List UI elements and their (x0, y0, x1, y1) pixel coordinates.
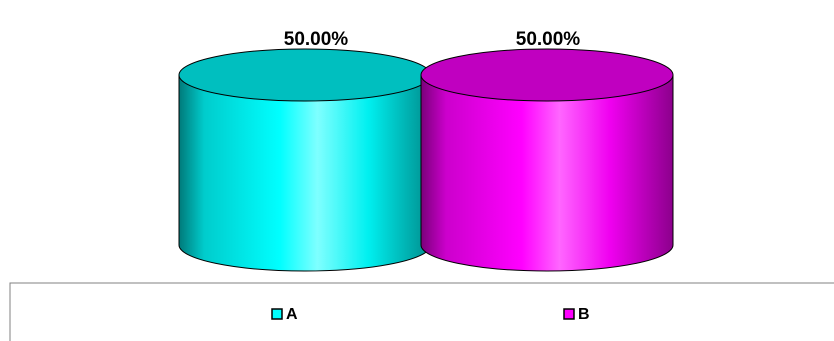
legend-label-b: B (578, 306, 590, 323)
cylinder-b (420, 48, 674, 272)
legend-box (9, 282, 834, 341)
legend-swatch-a (271, 308, 283, 320)
legend-label-a: A (286, 306, 298, 323)
plot-area (178, 48, 674, 272)
cylinder-top-b (420, 48, 674, 102)
legend-swatch-b (563, 308, 575, 320)
cylinder-body-a (178, 74, 432, 272)
cylinder-a (178, 48, 432, 272)
data-label-b: 50.00% (516, 29, 581, 50)
data-labels: 50.00% 50.00% (284, 29, 581, 50)
data-label-a: 50.00% (284, 29, 349, 50)
cylinder-body-b (420, 74, 674, 272)
cylinder-top-a (178, 48, 432, 102)
